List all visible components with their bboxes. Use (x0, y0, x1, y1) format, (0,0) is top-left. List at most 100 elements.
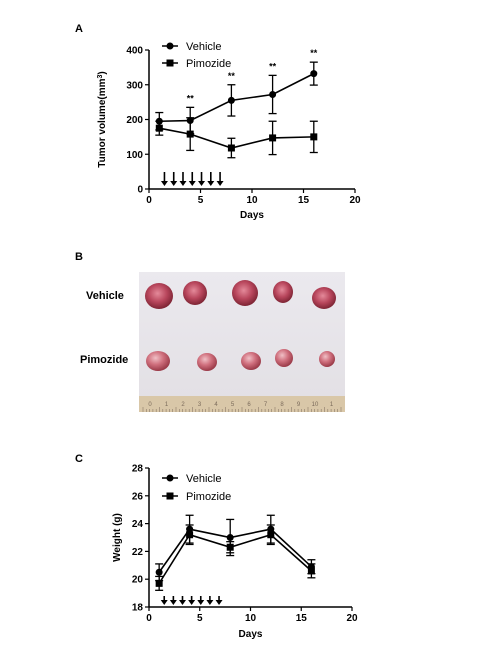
x-axis-label: Days (239, 629, 263, 640)
y-tick-label: 400 (126, 46, 143, 57)
dosing-arrow-head (179, 181, 187, 186)
legend-label: Vehicle (186, 41, 221, 53)
ruler-number: 1 (165, 402, 169, 408)
data-point-vehicle (155, 568, 163, 576)
x-tick-label: 0 (146, 195, 152, 206)
legend-label: Pimozide (186, 58, 231, 70)
dosing-arrow-head (188, 181, 196, 186)
data-point-pimozide (186, 130, 194, 138)
panel-letter-b: B (75, 251, 83, 263)
y-axis-label: Tumor volume(mm3) (97, 71, 109, 168)
significance-label: ** (269, 61, 277, 71)
dosing-arrow-head (197, 600, 205, 605)
significance-label: ** (187, 93, 195, 103)
tumor-vehicle-4 (273, 281, 293, 303)
series-line-pimozide (159, 127, 314, 149)
y-tick-label: 200 (126, 115, 143, 126)
y-axis-label-main: Tumor volume(mm (97, 78, 108, 167)
x-tick-label: 10 (245, 613, 257, 624)
y-axis-label: Weight (g) (112, 513, 123, 562)
ruler-number: 2 (181, 402, 185, 408)
ruler-number: 8 (280, 402, 284, 408)
x-tick-label: 20 (346, 613, 358, 624)
legend-marker (166, 492, 174, 500)
legend-label: Pimozide (186, 491, 231, 503)
dosing-arrow-head (160, 600, 168, 605)
dosing-arrow-head (178, 600, 186, 605)
x-tick-label: 20 (349, 195, 361, 206)
x-tick-label: 5 (198, 195, 204, 206)
x-axis-label: Days (240, 210, 264, 221)
significance-label: ** (228, 71, 236, 81)
tumor-pimozide-2 (197, 353, 217, 371)
tumor-vehicle-1 (145, 283, 173, 309)
ruler (139, 396, 345, 412)
x-tick-label: 15 (298, 195, 310, 206)
tumor-vehicle-2 (183, 281, 207, 305)
ruler-number: 6 (247, 402, 251, 408)
dosing-arrow-head (170, 181, 178, 186)
ruler-number: 5 (231, 402, 235, 408)
tumor-pimozide-1 (146, 351, 170, 371)
data-point-pimozide (310, 133, 318, 141)
data-point-pimozide (155, 124, 163, 132)
data-point-pimozide (186, 531, 194, 539)
y-tick-label: 20 (132, 575, 144, 586)
data-point-vehicle (269, 90, 277, 98)
data-point-vehicle (310, 70, 318, 78)
ruler-number: 9 (297, 402, 301, 408)
tumor-pimozide-4 (275, 349, 293, 367)
dosing-arrow-head (215, 600, 223, 605)
legend-marker (166, 59, 174, 67)
x-tick-label: 5 (197, 613, 203, 624)
y-tick-label: 22 (132, 547, 144, 558)
data-point-vehicle (226, 534, 234, 541)
dosing-arrow-head (216, 181, 224, 186)
y-axis-label-superscript: 3 (97, 74, 104, 78)
data-point-pimozide (227, 144, 235, 152)
legend-marker (166, 42, 174, 50)
data-point-vehicle (227, 96, 235, 104)
ruler-number: 1 (330, 402, 334, 408)
x-tick-label: 10 (246, 195, 258, 206)
panel-letter-c: C (75, 453, 83, 465)
tumor-vehicle-5 (312, 287, 336, 309)
ruler-ticks: 0 1 2 3 4 5 6 7 8 9 10 1 (142, 402, 342, 412)
legend-label: Vehicle (186, 473, 221, 485)
data-point-pimozide (226, 543, 234, 551)
tumor-photo: 0 1 2 3 4 5 6 7 8 9 10 1 Vehicle Pimozide (80, 272, 345, 412)
y-tick-label: 18 (132, 603, 144, 614)
legend-marker (166, 474, 174, 482)
y-axis-label-close: ) (97, 71, 108, 74)
ruler-number: 10 (312, 402, 319, 408)
significance-label: ** (310, 48, 318, 58)
y-tick-label: 0 (137, 185, 143, 196)
dosing-arrow-head (169, 600, 177, 605)
dosing-arrow-head (160, 181, 168, 186)
y-tick-label: 300 (126, 80, 143, 91)
ruler-number: 3 (198, 402, 202, 408)
tumor-volume-chart: Days Tumor volume(mm3) 0 5 10 15 20010020030… (97, 41, 361, 221)
data-point-pimozide (269, 134, 277, 142)
series-line-vehicle (159, 72, 315, 123)
tumor-pimozide-3 (241, 352, 261, 370)
data-point-pimozide (155, 579, 163, 587)
dosing-arrow-head (188, 600, 196, 605)
x-tick-label: 0 (146, 613, 152, 624)
row-label-pimozide: Pimozide (80, 354, 128, 366)
tumor-pimozide-5 (319, 351, 335, 367)
series-line-pimozide (158, 533, 312, 584)
y-tick-label: 26 (132, 491, 144, 502)
ruler-number: 0 (148, 402, 152, 408)
x-tick-label: 15 (296, 613, 308, 624)
body-weight-chart: Days Weight (g) 0 5 10 15 20 18 20 22 24 26 28 Vehi… (112, 464, 358, 641)
dosing-arrow-head (207, 181, 215, 186)
panel-letter-a: A (75, 23, 83, 35)
data-point-pimozide (307, 567, 315, 575)
ruler-number: 7 (264, 402, 268, 408)
row-label-vehicle: Vehicle (86, 290, 124, 302)
y-tick-label: 100 (126, 150, 143, 161)
tumor-vehicle-3 (232, 280, 258, 306)
dosing-arrow-head (206, 600, 214, 605)
